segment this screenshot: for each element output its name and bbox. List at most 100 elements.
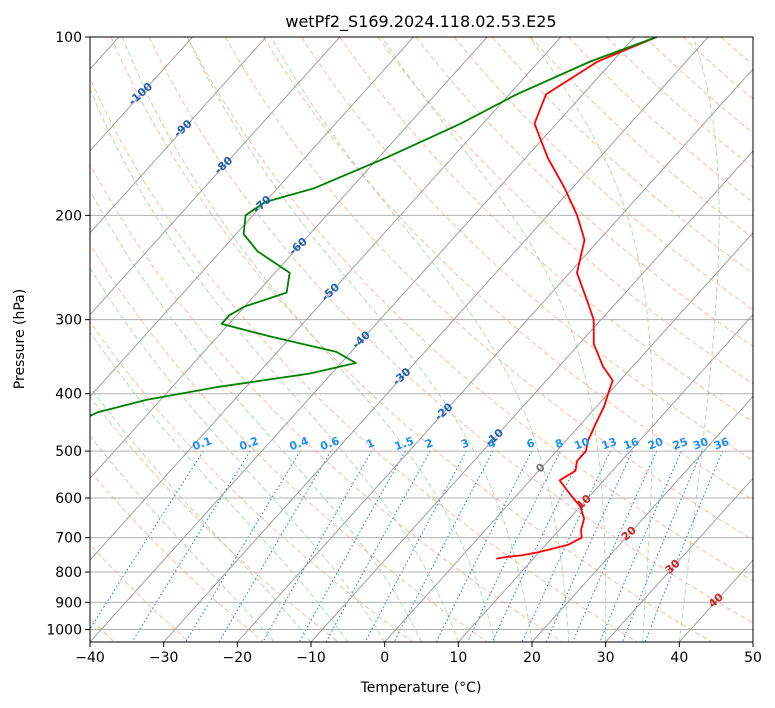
moist-adiabat <box>186 37 533 642</box>
x-tick-label: −10 <box>296 650 326 666</box>
x-tick-label: 0 <box>380 650 389 666</box>
mixing-ratio-label: 2 <box>423 436 435 451</box>
mixing-ratio-line <box>185 450 301 642</box>
mixing-ratio-line <box>131 450 251 642</box>
moist-adiabat <box>678 37 720 642</box>
mixing-ratio-label: 10 <box>572 435 591 453</box>
x-tick-label: 30 <box>597 650 615 666</box>
y-tick-label: 900 <box>55 595 82 611</box>
dry-adiabat <box>301 37 753 462</box>
mixing-ratio-label: 30 <box>691 435 710 453</box>
mixing-ratio-label: 0.2 <box>238 434 261 453</box>
y-tick-label: 1000 <box>46 622 82 638</box>
mixing-ratio-line <box>599 450 682 642</box>
x-tick-label: 50 <box>744 650 762 666</box>
isotherm-line <box>90 37 488 480</box>
mixing-ratio-line <box>467 450 561 642</box>
dry-adiabat <box>90 163 563 642</box>
mixing-ratio-label: 16 <box>622 435 641 453</box>
moist-adiabat <box>270 37 570 642</box>
y-tick-label: 100 <box>55 30 82 46</box>
background-lines <box>90 37 753 642</box>
mixing-ratio-label: 25 <box>671 435 690 452</box>
mixing-ratio-label: 0.4 <box>288 434 311 453</box>
y-tick-label: 300 <box>55 313 82 329</box>
mixing-ratio-label: 3 <box>459 436 471 451</box>
dry-adiabat <box>90 243 488 642</box>
isotherm-line <box>90 37 635 642</box>
y-tick-label: 600 <box>55 491 82 507</box>
moist-adiabat <box>90 386 312 642</box>
mixing-ratio-line <box>218 450 332 642</box>
y-tick-label: 700 <box>55 531 82 547</box>
plot-frame <box>89 36 754 643</box>
moist-adiabat <box>528 37 653 642</box>
isotherm-line <box>457 313 753 642</box>
mixing-ratio-label: 13 <box>600 435 619 452</box>
dry-adiabat <box>568 37 753 203</box>
moist-adiabat <box>381 37 607 642</box>
x-tick-label: −20 <box>223 650 253 666</box>
moist-adiabat <box>90 88 459 642</box>
mixing-ratio-line <box>545 450 633 642</box>
mixing-ratio-label: 1 <box>365 436 377 451</box>
dry-adiabat <box>110 37 712 642</box>
isotherm-line <box>90 37 193 152</box>
x-tick-label: 40 <box>670 650 688 666</box>
x-tick-label: −30 <box>149 650 179 666</box>
x-tick-label: 10 <box>449 650 467 666</box>
isotherm-line <box>531 395 753 642</box>
mixing-ratio-line <box>90 450 204 630</box>
mixing-ratio-label: 6 <box>525 436 537 451</box>
dry-adiabat <box>186 37 753 582</box>
mixing-ratio-label: 20 <box>646 435 665 453</box>
temperature-profile-line <box>496 37 657 560</box>
moist-adiabat <box>90 267 386 642</box>
dry-adiabat <box>339 37 753 423</box>
dry-adiabat <box>263 37 753 501</box>
mixing-ratio-line <box>262 450 373 642</box>
isotherm-line <box>310 150 753 642</box>
moist-adiabat <box>90 435 275 642</box>
isotherm-line <box>90 37 414 398</box>
y-tick-label: 400 <box>55 387 82 403</box>
x-axis-label: Temperature (°C) <box>360 680 482 696</box>
dry-adiabat <box>224 37 753 541</box>
dewpoint-profile-line <box>90 37 657 417</box>
moist-adiabat <box>90 189 422 642</box>
isotherm-line <box>605 477 753 642</box>
mixing-ratio-line <box>621 450 703 642</box>
mixing-ratio-line <box>364 450 467 642</box>
mixing-ratio-label: 8 <box>553 436 565 451</box>
isotherm-line <box>236 68 753 642</box>
moist-adiabat <box>121 37 496 642</box>
isotherm-line <box>90 37 562 561</box>
mixing-ratio-line <box>298 450 406 642</box>
dry-adiabat <box>90 320 414 642</box>
dry-adiabat <box>148 37 753 624</box>
dry-adiabat <box>453 37 753 311</box>
chart-title: wetPf2_S169.2024.118.02.53.E25 <box>285 12 556 32</box>
mixing-ratio-label: 0.1 <box>191 434 214 453</box>
dry-adiabat <box>377 37 753 385</box>
mixing-ratio-label: 0.6 <box>318 434 341 453</box>
x-tick-label: 20 <box>523 650 541 666</box>
isotherm-line <box>384 231 753 642</box>
y-tick-label: 800 <box>55 565 82 581</box>
mixing-ratio-label: 4 <box>486 436 498 451</box>
mixing-ratio-line <box>393 450 494 642</box>
moist-adiabat <box>90 331 349 642</box>
mixing-ratio-label: 1.5 <box>393 434 416 453</box>
mixing-ratio-line <box>325 450 431 642</box>
isotherm-line <box>163 37 709 642</box>
y-axis-label: Pressure (hPa) <box>12 289 28 389</box>
mixing-ratio-label: 36 <box>712 435 731 453</box>
mixing-ratio-line <box>572 450 658 642</box>
tick-layer: −40 −30 −20 −10 0 10 20 30 40 5010020030040050060… <box>46 30 762 666</box>
dry-adiabat <box>90 396 339 642</box>
dry-adiabat <box>491 37 753 274</box>
y-tick-label: 200 <box>55 208 82 224</box>
series-layer <box>90 37 657 560</box>
